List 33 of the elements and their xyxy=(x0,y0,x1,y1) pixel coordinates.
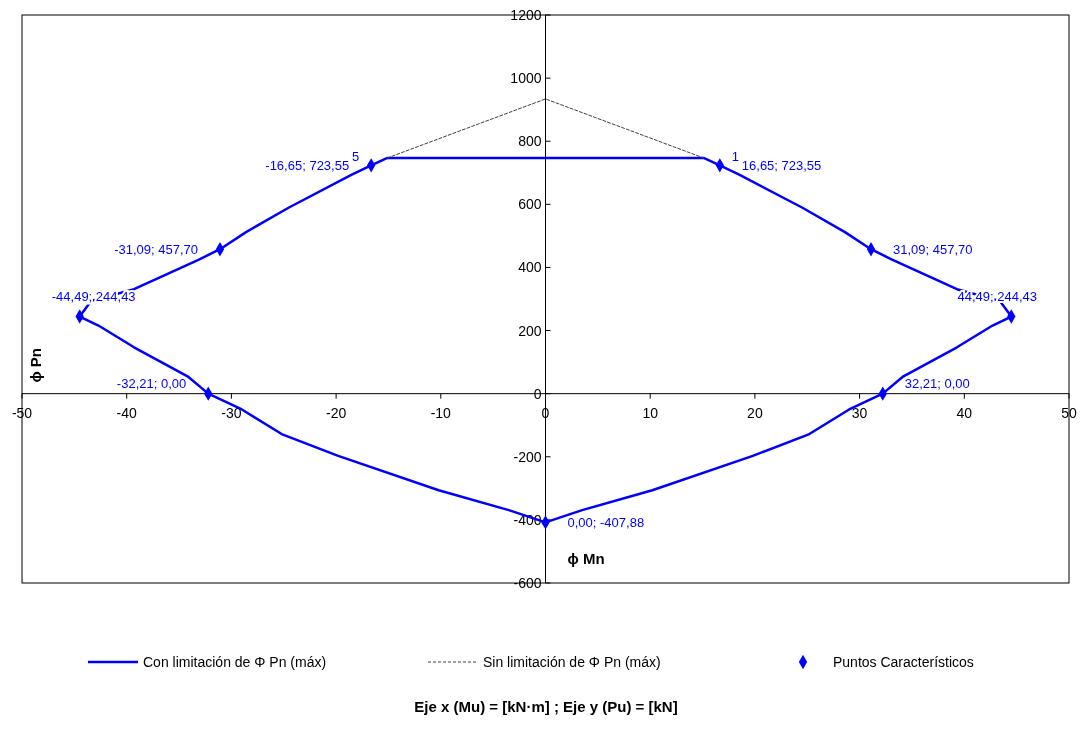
data-label: 31,09; 457,70 xyxy=(893,242,973,258)
y-axis-title: ϕ Pn xyxy=(26,347,44,383)
legend-label: Sin limitación de Φ Pn (máx) xyxy=(483,654,661,670)
y-tick-label: -600 xyxy=(513,575,542,591)
data-label: -32,21; 0,00 xyxy=(116,375,187,391)
annotation: 1 xyxy=(731,149,740,165)
x-axis-title: ϕ Mn xyxy=(567,550,605,568)
x-tick-label: -10 xyxy=(430,404,452,421)
x-tick-label: 50 xyxy=(1061,404,1077,421)
x-tick-label: -20 xyxy=(325,404,347,421)
x-tick-label: 20 xyxy=(747,404,763,421)
y-tick-label: 1200 xyxy=(510,7,542,23)
y-tick-label: -200 xyxy=(513,448,542,465)
annotation: 5 xyxy=(351,149,360,165)
legend-label: Con limitación de Φ Pn (máx) xyxy=(143,654,327,670)
x-tick-label: 30 xyxy=(851,404,868,421)
data-label: 0,00; -407,88 xyxy=(567,515,645,531)
data-label: 16,65; 723,55 xyxy=(741,158,822,174)
x-tick-label: -40 xyxy=(116,404,138,421)
x-tick-label: 10 xyxy=(642,404,659,421)
y-tick-label: 400 xyxy=(518,259,542,276)
y-tick-label: 800 xyxy=(518,133,542,150)
x-tick-label: -30 xyxy=(221,404,242,421)
text: Eje x (Mu) = [kN·m] ; Eje y (Pu) = [kN] xyxy=(414,698,678,715)
legend-label: Puntos Característicos xyxy=(833,654,974,670)
x-tick-label: 40 xyxy=(956,404,973,421)
y-tick-label: 200 xyxy=(518,322,542,339)
y-tick-label: 1000 xyxy=(510,70,542,87)
x-tick-label: -50 xyxy=(11,404,33,421)
data-label: 32,21; 0,00 xyxy=(904,375,970,391)
y-tick-label: 600 xyxy=(518,196,542,213)
data-label: -31,09; 457,70 xyxy=(114,242,198,258)
data-label: -16,65; 723,55 xyxy=(265,158,350,174)
